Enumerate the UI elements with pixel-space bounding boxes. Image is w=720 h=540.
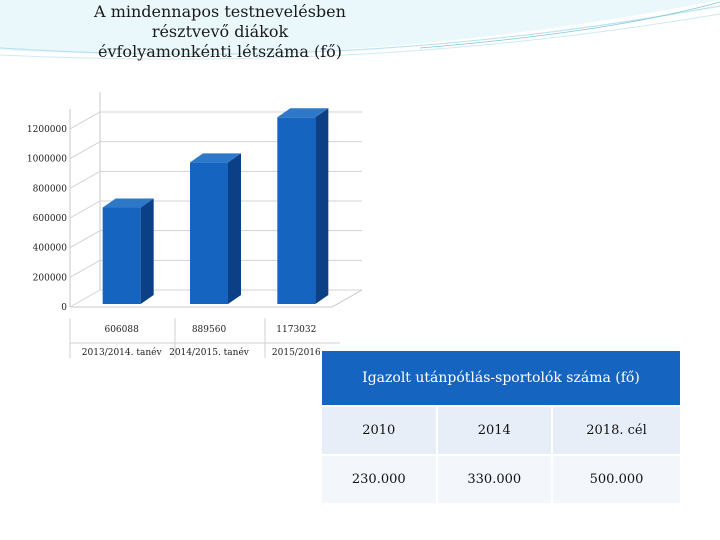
y-tick-label: 1000000 bbox=[27, 155, 67, 165]
chart-bars bbox=[102, 108, 329, 304]
year-cell-2010: 2010 bbox=[320, 405, 438, 456]
bar-front bbox=[102, 207, 141, 304]
bar-side bbox=[315, 108, 329, 304]
value-cell-2010: 230.000 bbox=[320, 454, 438, 505]
bar-side bbox=[228, 153, 241, 304]
bar-top bbox=[102, 198, 154, 208]
y-tick-label: 400000 bbox=[33, 244, 68, 254]
chart-grid bbox=[69, 92, 363, 358]
y-tick-label: 800000 bbox=[33, 184, 68, 194]
chart-title: A mindennapos testnevelésben résztvevő d… bbox=[60, 2, 380, 62]
bar bbox=[190, 153, 241, 304]
y-tick-label: 1200000 bbox=[27, 125, 67, 135]
value-cell-2018: 500.000 bbox=[551, 454, 682, 505]
bar-front bbox=[277, 117, 316, 304]
category-label: 2015/2016 bbox=[272, 348, 321, 358]
gridline bbox=[69, 111, 362, 130]
year-cell-2014: 2014 bbox=[435, 405, 554, 456]
bar-value-label: 606088 bbox=[104, 325, 139, 335]
gridline bbox=[69, 259, 362, 278]
label-grid bbox=[69, 318, 340, 358]
chart-title-line-1: A mindennapos testnevelésben bbox=[94, 2, 346, 21]
gridline bbox=[69, 141, 362, 160]
gridline bbox=[69, 200, 362, 219]
bar bbox=[277, 108, 329, 304]
gridline bbox=[69, 230, 362, 249]
bar bbox=[102, 198, 154, 304]
y-tick-label: 0 bbox=[61, 303, 67, 313]
bar-top bbox=[277, 108, 329, 118]
decorative-swoosh bbox=[0, 0, 720, 60]
value-labels: 606088 889560 1173032 bbox=[104, 325, 316, 335]
gridline bbox=[69, 170, 362, 189]
chart-title-line-2: résztvevő diákok bbox=[151, 22, 289, 41]
youth-athletes-table: Igazolt utánpótlás-sportolók száma (fő) … bbox=[320, 349, 682, 505]
year-cell-2018: 2018. cél bbox=[551, 405, 682, 456]
gridline bbox=[69, 289, 362, 308]
y-tick-label: 600000 bbox=[33, 214, 68, 224]
bar-value-label: 1173032 bbox=[276, 325, 316, 335]
category-labels: 2013/2014. tanév 2014/2015. tanév 2015/201… bbox=[82, 347, 321, 358]
bar-side bbox=[140, 198, 154, 304]
table-title: Igazolt utánpótlás-sportolók száma (fő) bbox=[320, 349, 682, 407]
bar-top bbox=[190, 153, 241, 163]
bar-front bbox=[190, 162, 228, 304]
floor-edge bbox=[70, 289, 363, 308]
y-tick-label: 200000 bbox=[33, 273, 68, 283]
value-cell-2014: 330.000 bbox=[435, 454, 554, 505]
bar-value-label: 889560 bbox=[192, 325, 227, 335]
chart-title-line-3: évfolyamonkénti létszáma (fő) bbox=[98, 42, 342, 61]
category-label: 2013/2014. tanév bbox=[82, 347, 163, 358]
y-axis-ticks: 0 200000 400000 600000 800000 1000000 1200000 bbox=[27, 125, 67, 313]
category-label: 2014/2015. tanév bbox=[169, 347, 250, 358]
